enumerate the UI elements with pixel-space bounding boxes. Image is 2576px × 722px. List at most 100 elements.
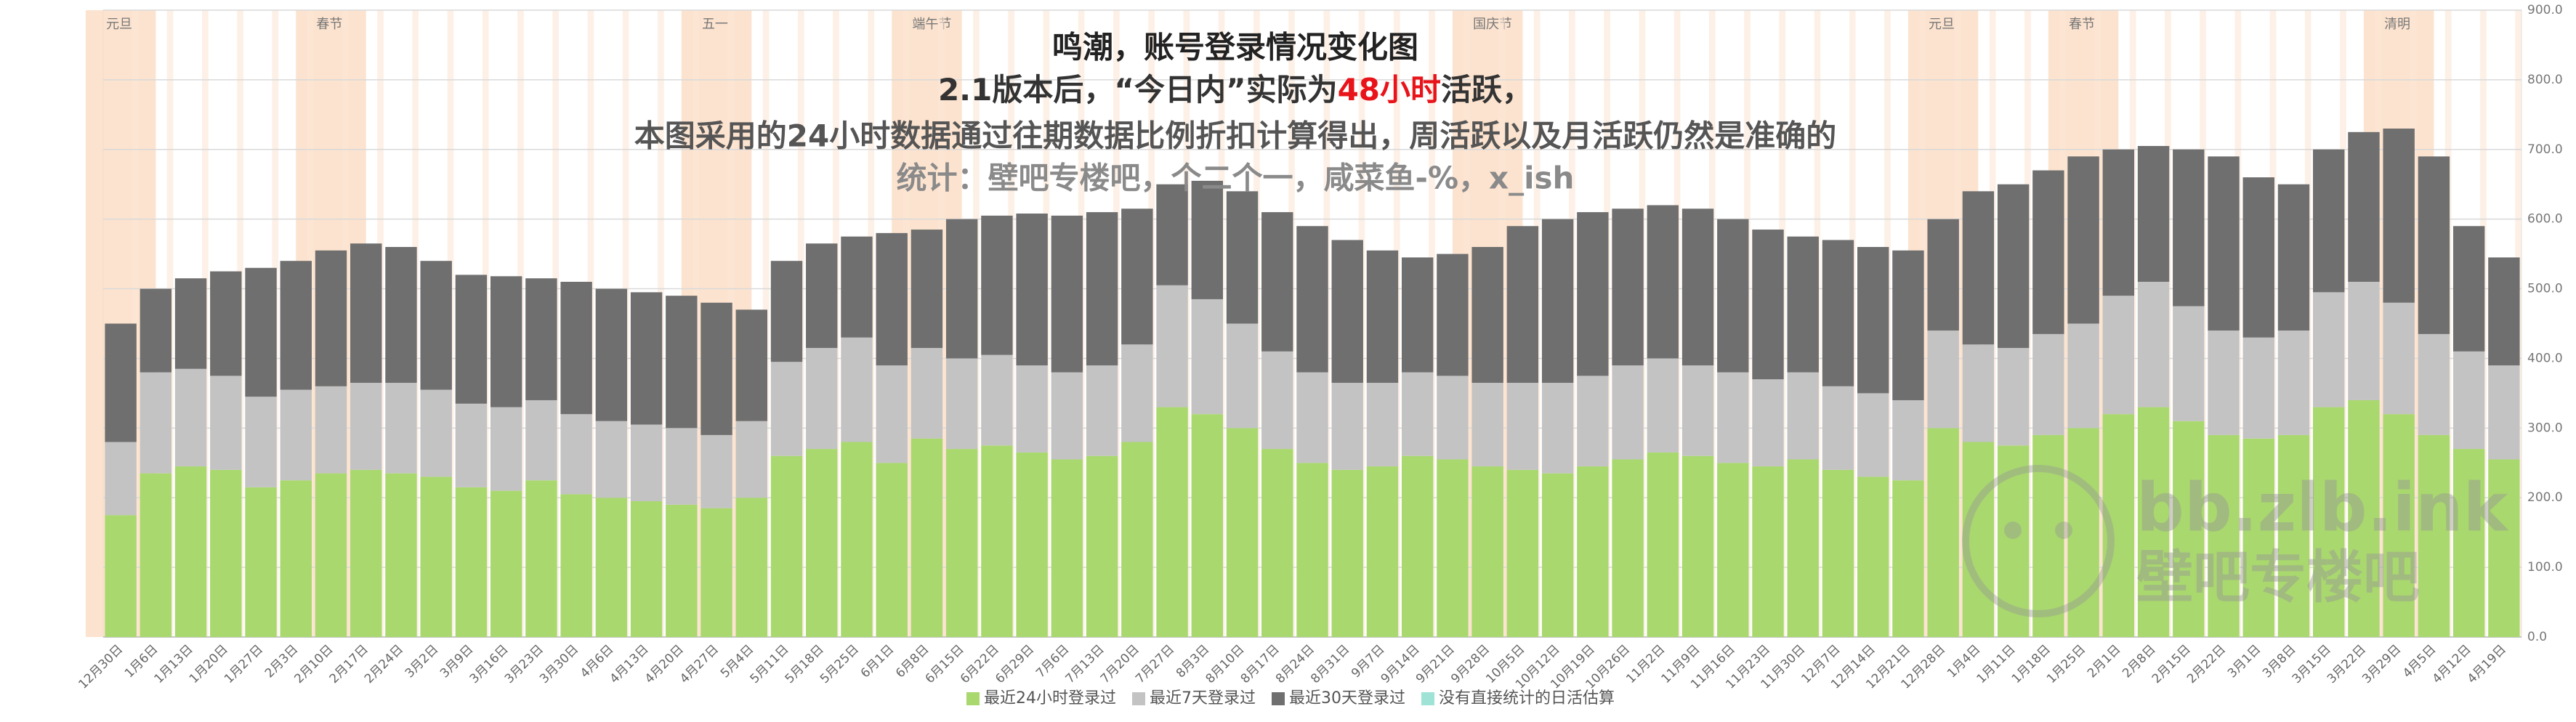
bar-segment xyxy=(1962,191,1995,345)
bar-segment xyxy=(1857,393,1889,477)
legend-swatch xyxy=(1421,692,1434,705)
x-tick-label: 6月1日 xyxy=(858,642,897,681)
x-tick-label: 3月1日 xyxy=(2225,642,2264,681)
bar-segment xyxy=(2452,226,2485,352)
note: 统计：壁吧专楼吧，个二个一，咸菜鱼-%，x_ish xyxy=(897,161,1575,196)
bar-segment xyxy=(350,469,382,637)
bar-segment xyxy=(1681,455,1714,637)
bar-segment xyxy=(1647,452,1679,637)
bar-segment xyxy=(735,309,767,421)
watermark: bb.zlb.ink 壁吧专楼吧 xyxy=(1962,465,2509,617)
bar-segment xyxy=(1296,226,1328,373)
watermark-domain: bb.zlb.ink xyxy=(2136,469,2509,546)
bar-segment xyxy=(2067,156,2099,324)
legend-label: 最近30天登录过 xyxy=(1289,689,1405,707)
bar-segment xyxy=(455,487,488,637)
bar-segment xyxy=(1541,383,1574,474)
x-tick-label: 7月27日 xyxy=(1133,642,1177,686)
bar-segment xyxy=(2067,323,2099,429)
bar-segment xyxy=(385,247,417,384)
bar-segment xyxy=(210,376,242,470)
x-tick-label: 3月30日 xyxy=(537,642,581,686)
watermark-icon xyxy=(2004,522,2022,539)
bar-segment xyxy=(1437,459,1469,637)
bar-segment xyxy=(806,449,838,637)
bar-segment xyxy=(1437,376,1469,460)
bars xyxy=(105,129,2520,637)
legend-swatch xyxy=(1272,692,1285,705)
bar-segment xyxy=(350,383,382,470)
bar-segment xyxy=(140,288,172,373)
bar-segment xyxy=(1016,213,1048,366)
bar-segment xyxy=(2452,351,2485,450)
bar-segment xyxy=(1401,372,1434,456)
bar-segment xyxy=(2348,131,2380,282)
bar-segment xyxy=(1191,180,1224,299)
bar-segment xyxy=(1156,285,1188,407)
bar-segment xyxy=(2137,407,2170,637)
bar-segment xyxy=(1156,407,1188,637)
bar-segment xyxy=(841,337,873,442)
y-tick-label: 300.0 xyxy=(2527,421,2563,435)
bar-segment xyxy=(1191,299,1224,415)
subtitle-part: 2.1版本后，“今日内”实际为 xyxy=(938,72,1338,108)
bar-segment xyxy=(1261,449,1293,637)
bar-segment xyxy=(630,424,663,502)
bar-segment xyxy=(700,508,732,637)
x-tick-label: 3月29日 xyxy=(2359,642,2404,686)
bar-segment xyxy=(210,469,242,637)
bar-segment xyxy=(1577,376,1609,467)
subtitle-part: 活跃， xyxy=(1441,72,1533,108)
bar-segment xyxy=(2173,149,2205,307)
holiday-label: 清明 xyxy=(2384,17,2410,32)
subtitle: 2.1版本后，“今日内”实际为48小时活跃， xyxy=(938,72,1533,108)
x-tick-label: 1月25日 xyxy=(2044,642,2088,686)
bar-segment xyxy=(1997,184,2030,349)
bar-segment xyxy=(1366,466,1399,637)
bar-segment xyxy=(1577,212,1609,376)
bar-segment xyxy=(385,473,417,637)
bar-segment xyxy=(2348,399,2380,637)
legend-swatch xyxy=(1132,692,1145,705)
bar-segment xyxy=(1191,414,1224,637)
bar-segment xyxy=(560,414,592,495)
bar-segment xyxy=(2208,330,2240,435)
x-tick-label: 3月2日 xyxy=(403,642,441,681)
subtitle-highlight: 48小时 xyxy=(1338,72,1441,108)
bar-segment xyxy=(1787,372,1819,460)
bar-segment xyxy=(666,428,698,505)
bar-segment xyxy=(806,243,838,349)
y-tick-label: 600.0 xyxy=(2527,212,2563,227)
bar-segment xyxy=(174,368,207,467)
bar-segment xyxy=(1506,383,1539,470)
bar-segment xyxy=(1997,348,2030,446)
bar-segment xyxy=(560,281,592,415)
bar-segment xyxy=(630,292,663,425)
bar-segment xyxy=(280,480,312,637)
bar-segment xyxy=(1717,372,1749,463)
bar-segment xyxy=(1822,240,1854,386)
bar-segment xyxy=(1681,365,1714,456)
bar-segment xyxy=(1962,442,1995,637)
bar-segment xyxy=(1226,428,1259,637)
x-tick-label: 6月29日 xyxy=(993,642,1037,686)
bar-segment xyxy=(770,362,803,456)
bar-segment xyxy=(2348,281,2380,400)
bar-segment xyxy=(280,389,312,481)
bar-segment xyxy=(385,383,417,474)
bar-segment xyxy=(455,403,488,487)
bar-segment xyxy=(666,296,698,429)
bar-segment xyxy=(2383,129,2415,303)
x-tick-label: 2月22日 xyxy=(2184,642,2229,686)
watermark-name: 壁吧专楼吧 xyxy=(2136,545,2420,610)
bar-segment xyxy=(2208,156,2240,331)
bar-segment xyxy=(2313,149,2345,293)
y-tick-label: 500.0 xyxy=(2527,282,2563,296)
chart-title: 鸣潮，账号登录情况变化图 xyxy=(1052,30,1418,65)
bar-segment xyxy=(2277,434,2310,637)
bar-segment xyxy=(1051,215,1083,373)
bar-segment xyxy=(595,288,628,421)
bar-segment xyxy=(1647,205,1679,359)
bar-segment xyxy=(2137,281,2170,407)
holiday-label: 端午节 xyxy=(912,17,951,32)
